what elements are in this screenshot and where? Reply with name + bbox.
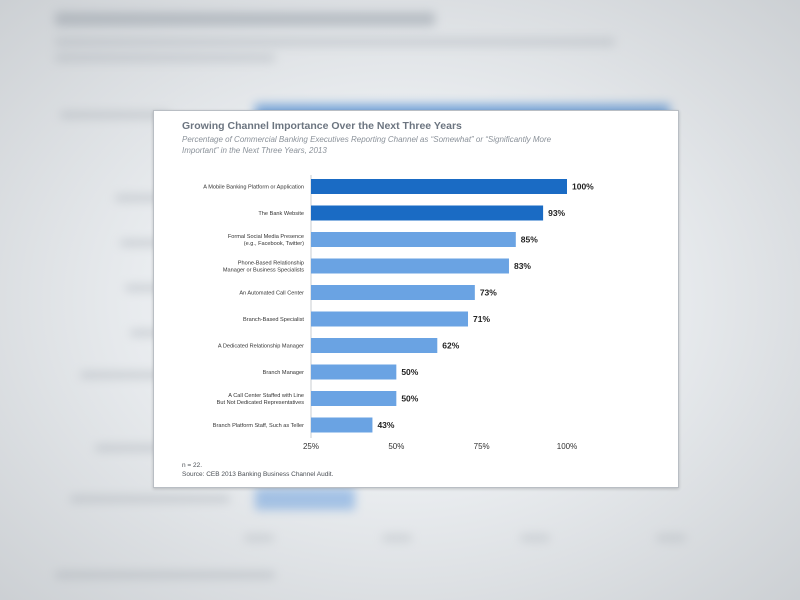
- category-label-5: An Automated Call Center: [239, 291, 304, 297]
- bg-tick-1: [244, 535, 274, 541]
- chart-card: Growing Channel Importance Over the Next…: [153, 110, 679, 488]
- bg-footnote: [55, 572, 275, 578]
- category-label-9: A Call Center Staffed with Line But Not D…: [217, 393, 305, 406]
- bar-8: [311, 364, 397, 380]
- bg-label-5: [130, 330, 175, 336]
- chart-title: Growing Channel Importance Over the Next…: [182, 120, 462, 132]
- category-label-4: Phone-Based Relationship Manager or Busin…: [223, 261, 304, 274]
- value-label-3: 85%: [521, 235, 538, 245]
- chart-subtitle: Percentage of Commercial Banking Executi…: [182, 135, 552, 155]
- bar-1: [311, 179, 567, 194]
- category-label-6: Branch-Based Specialist: [243, 317, 304, 323]
- bar-4: [311, 258, 509, 274]
- bg-label-1: [60, 112, 170, 118]
- value-label-4: 83%: [514, 261, 531, 271]
- x-tick-label-3: 75%: [474, 442, 490, 451]
- bg-label-2: [115, 195, 175, 201]
- category-label-2: The Bank Website: [258, 211, 304, 217]
- value-label-8: 50%: [401, 367, 418, 377]
- value-label-9: 50%: [401, 394, 418, 404]
- bar-7: [311, 338, 438, 353]
- bar-9: [311, 391, 397, 406]
- category-label-3: Formal Social Media Presence (e.g., Faceb…: [228, 234, 304, 247]
- bar-10: [311, 417, 373, 433]
- bg-title: [55, 12, 435, 26]
- bg-label-8: [70, 496, 230, 502]
- sample-size-note: n = 22.: [182, 462, 203, 469]
- x-tick-label-4: 100%: [557, 442, 577, 451]
- bg-label-3: [120, 240, 175, 246]
- category-label-8: Branch Manager: [263, 370, 304, 376]
- category-label-10: Branch Platform Staff, Such as Teller: [213, 423, 304, 429]
- bg-tick-4: [656, 535, 686, 541]
- bar-5: [311, 285, 475, 300]
- bar-6: [311, 311, 469, 327]
- bg-tick-3: [520, 535, 550, 541]
- bg-subtitle-2: [55, 54, 275, 62]
- category-label-1: A Mobile Banking Platform or Application: [203, 185, 304, 191]
- value-label-1: 100%: [572, 182, 594, 192]
- x-tick-label-2: 50%: [388, 442, 404, 451]
- value-label-7: 62%: [442, 341, 459, 351]
- bar-3: [311, 232, 516, 247]
- value-label-6: 71%: [473, 314, 490, 324]
- bg-bar-2: [255, 488, 355, 510]
- source-note: Source: CEB 2013 Banking Business Channe…: [182, 471, 334, 478]
- bar-chart: 100% A Mobile Banking Platform or Applica…: [203, 175, 594, 451]
- bg-subtitle: [55, 38, 615, 46]
- bg-tick-2: [382, 535, 412, 541]
- bar-2: [311, 205, 544, 221]
- bg-label-4: [125, 285, 175, 291]
- bg-label-7: [95, 445, 165, 451]
- value-label-2: 93%: [548, 208, 565, 218]
- x-tick-label-1: 25%: [303, 442, 319, 451]
- category-label-7: A Dedicated Relationship Manager: [218, 344, 304, 350]
- value-label-10: 43%: [377, 420, 394, 430]
- bg-label-6: [80, 372, 170, 378]
- value-label-5: 73%: [480, 288, 497, 298]
